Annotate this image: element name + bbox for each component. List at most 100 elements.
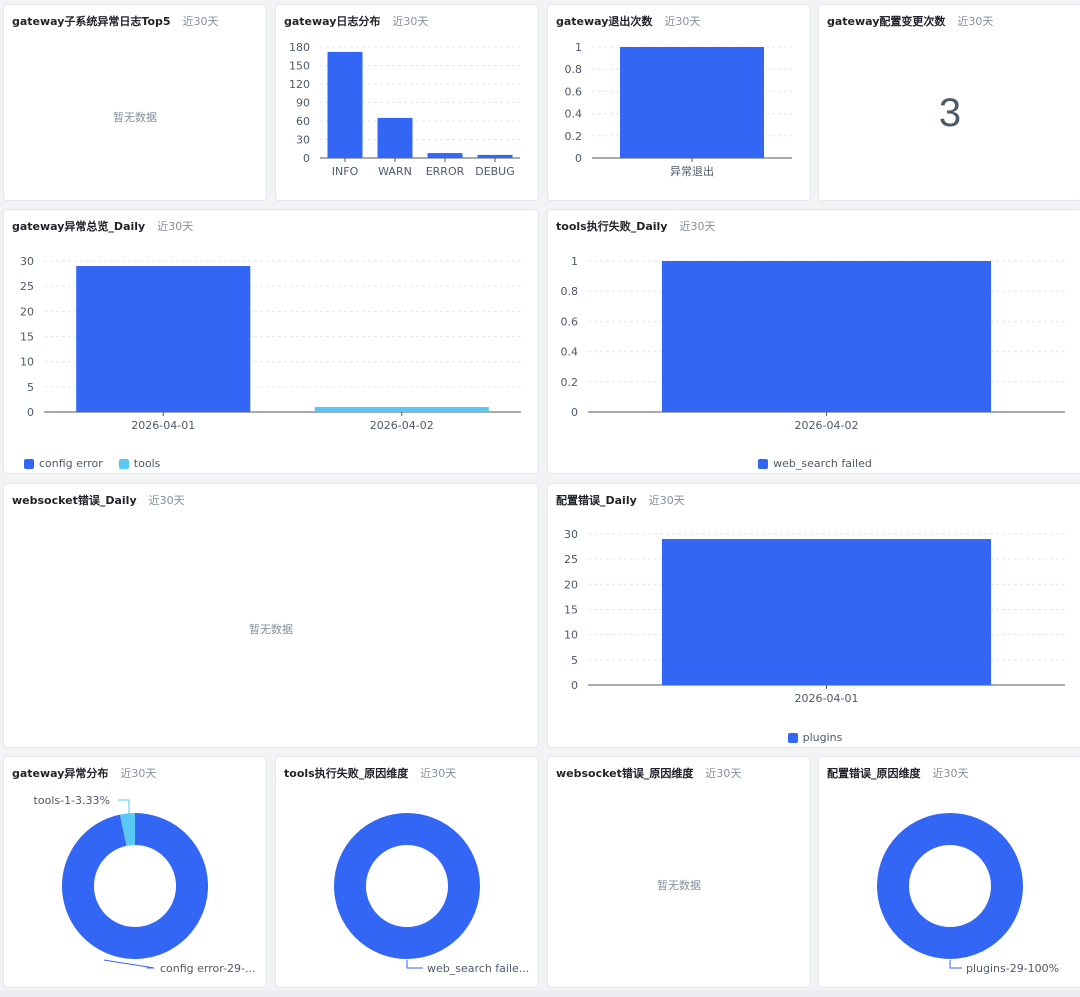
legend-item[interactable]: web_search failed <box>758 457 872 470</box>
y-tick-label: 0 <box>571 679 578 692</box>
card-header: websocket错误_原因维度 近30天 <box>556 764 741 782</box>
bar <box>76 266 251 412</box>
pie-slice <box>62 813 209 959</box>
time-range-label[interactable]: 近30天 <box>420 767 457 780</box>
time-range-label[interactable]: 近30天 <box>157 220 194 233</box>
metric-value: 3 <box>938 91 962 135</box>
bar <box>620 47 764 158</box>
card-title: gateway异常分布 <box>12 767 109 780</box>
legend-item[interactable]: tools <box>118 457 160 470</box>
time-range-label[interactable]: 近30天 <box>182 15 219 28</box>
x-tick-label: 2026-04-02 <box>370 419 434 432</box>
card-header: gateway异常分布 近30天 <box>12 764 156 782</box>
y-tick-label: 30 <box>296 134 310 147</box>
bar-chart: 0 0.2 0.4 0.6 0.8 1 异常退出 <box>565 41 792 178</box>
card-config-error-daily: 配置错误_Daily 近30天 0 5 10 15 20 25 30 2026-04-01 p… <box>547 483 1080 748</box>
card-header: gateway日志分布 近30天 <box>284 12 428 30</box>
donut-chart: config error-29-... tools-1-3.33% <box>34 794 256 975</box>
y-tick-label: 30 <box>564 528 578 541</box>
stacked-bar-chart: 0 5 10 15 20 25 30 2026-04-01 2026-04-02 <box>20 255 521 432</box>
card-title: gateway子系统异常日志Top5 <box>12 15 171 28</box>
x-tick-label: INFO <box>332 165 359 178</box>
pie-label: web_search faile... <box>427 962 529 975</box>
pie-label: config error-29-... <box>160 962 256 975</box>
x-tick-label: ERROR <box>426 165 465 178</box>
time-range-label[interactable]: 近30天 <box>679 220 716 233</box>
y-tick-label: 15 <box>564 604 578 617</box>
y-tick-label: 5 <box>571 654 578 667</box>
card-header: gateway子系统异常日志Top5 近30天 <box>12 12 219 30</box>
card-title: 配置错误_Daily <box>556 494 637 507</box>
y-tick-label: 90 <box>296 97 310 110</box>
legend-label: config error <box>39 457 103 470</box>
legend-label: web_search failed <box>773 457 872 470</box>
time-range-label[interactable]: 近30天 <box>957 15 994 28</box>
y-tick-label: 0.6 <box>565 85 583 98</box>
card-title: websocket错误_原因维度 <box>556 767 694 780</box>
card-exception-distribution: gateway异常分布 近30天 config error-29-... tool… <box>3 756 267 988</box>
card-header: gateway配置变更次数 近30天 <box>827 12 993 30</box>
pie-label-line <box>949 960 962 969</box>
time-range-label[interactable]: 近30天 <box>932 767 969 780</box>
time-range-label[interactable]: 近30天 <box>664 15 701 28</box>
bar <box>377 117 413 158</box>
legend-swatch <box>758 458 769 469</box>
pie-label: tools-1-3.33% <box>34 794 110 807</box>
y-tick-label: 60 <box>296 115 310 128</box>
legend-item[interactable]: config error <box>24 457 103 470</box>
y-tick-label: 5 <box>27 381 34 394</box>
footer-strip <box>0 990 1080 997</box>
y-tick-label: 0.6 <box>561 315 579 328</box>
y-tick-label: 1 <box>575 41 582 54</box>
y-tick-label: 25 <box>20 280 34 293</box>
x-tick-label: 2026-04-01 <box>795 692 859 705</box>
card-title: gateway异常总览_Daily <box>12 220 146 233</box>
card-header: tools执行失败_原因维度 近30天 <box>284 764 456 782</box>
y-tick-label: 0.8 <box>565 63 583 76</box>
card-tools-failure-daily: tools执行失败_Daily 近30天 0 0.2 0.4 0.6 0.8 1 2026-… <box>547 209 1080 474</box>
pie-label: plugins-29-100% <box>966 962 1059 975</box>
x-tick-label: 异常退出 <box>670 164 714 178</box>
x-tick-label: WARN <box>378 165 412 178</box>
pie-label-line <box>406 960 423 969</box>
card-title: tools执行失败_Daily <box>556 220 668 233</box>
card-subsystem-error-top5: gateway子系统异常日志Top5 近30天 暂无数据 <box>3 4 267 201</box>
time-range-label[interactable]: 近30天 <box>148 494 185 507</box>
y-tick-label: 0.4 <box>561 346 579 359</box>
time-range-label[interactable]: 近30天 <box>648 494 685 507</box>
card-exit-count: gateway退出次数 近30天 0 0.2 0.4 0.6 0.8 1 异常退出 <box>547 4 811 201</box>
bar <box>327 51 363 158</box>
y-tick-label: 10 <box>20 356 34 369</box>
donut-chart: web_search faile... <box>334 813 529 975</box>
y-tick-label: 0.4 <box>565 108 583 121</box>
chart-legend: config error tools <box>4 457 538 470</box>
y-tick-label: 150 <box>289 60 310 73</box>
bar <box>661 261 992 412</box>
bar <box>314 406 489 412</box>
legend-swatch <box>787 732 798 743</box>
legend-item[interactable]: plugins <box>787 731 842 744</box>
card-log-distribution: gateway日志分布 近30天 0 30 60 90 120 150 180 INFO WAR… <box>275 4 539 201</box>
pie-label-line <box>103 959 155 969</box>
card-title: tools执行失败_原因维度 <box>284 767 409 780</box>
y-tick-label: 1 <box>571 255 578 268</box>
pie-slice <box>877 813 1023 959</box>
time-range-label[interactable]: 近30天 <box>392 15 429 28</box>
y-tick-label: 0 <box>571 406 578 419</box>
y-tick-label: 120 <box>289 78 310 91</box>
time-range-label[interactable]: 近30天 <box>705 767 742 780</box>
card-config-change-count: gateway配置变更次数 近30天 3 <box>818 4 1080 201</box>
card-title: gateway日志分布 <box>284 15 381 28</box>
card-exception-overview-daily: gateway异常总览_Daily 近30天 0 5 10 15 20 25 30 2026-… <box>3 209 539 474</box>
chart-legend: plugins <box>548 731 1080 744</box>
bar-chart: 0 5 10 15 20 25 30 2026-04-01 <box>564 528 1065 705</box>
card-title: 配置错误_原因维度 <box>827 767 921 780</box>
card-title: gateway退出次数 <box>556 15 653 28</box>
y-tick-label: 30 <box>20 255 34 268</box>
card-header: 配置错误_原因维度 近30天 <box>827 764 969 782</box>
time-range-label[interactable]: 近30天 <box>120 767 157 780</box>
y-tick-label: 20 <box>20 305 34 318</box>
chart-legend: web_search failed <box>548 457 1080 470</box>
x-tick-label: 2026-04-01 <box>131 419 195 432</box>
bar <box>427 153 463 158</box>
